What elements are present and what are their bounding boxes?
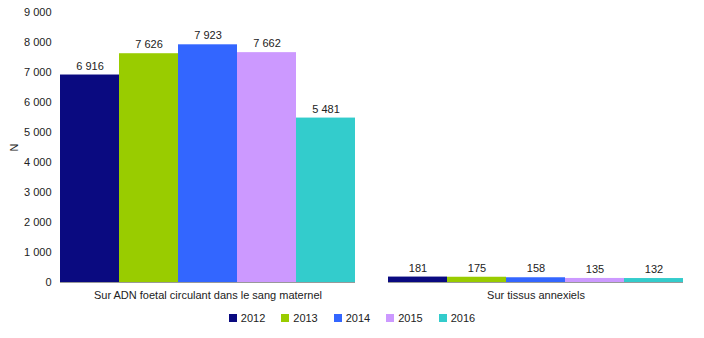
svg-text:9 000: 9 000 bbox=[24, 6, 52, 18]
html-text:2014: 2014 bbox=[345, 312, 371, 324]
html-text:2015: 2015 bbox=[398, 312, 423, 324]
svg-text:Sur tissus annexiels: Sur tissus annexiels bbox=[487, 289, 585, 301]
svg-text:2 000: 2 000 bbox=[24, 216, 52, 228]
svg-text:0: 0 bbox=[45, 276, 51, 288]
svg-text:8 000: 8 000 bbox=[24, 36, 52, 48]
svg-text:6 916: 6 916 bbox=[76, 60, 104, 72]
svg-text:7 626: 7 626 bbox=[135, 38, 163, 50]
svg-text:7 662: 7 662 bbox=[253, 37, 281, 49]
svg-text:Sur ADN foetal circulant dans: Sur ADN foetal circulant dans le sang ma… bbox=[94, 289, 322, 301]
svg-text:7 923: 7 923 bbox=[194, 29, 222, 41]
svg-text:175: 175 bbox=[468, 262, 486, 274]
svg-text:5 000: 5 000 bbox=[24, 126, 52, 138]
svg-text:3 000: 3 000 bbox=[24, 186, 52, 198]
svg-text:4 000: 4 000 bbox=[24, 156, 52, 168]
svg-text:N: N bbox=[8, 143, 20, 151]
html-text:2012: 2012 bbox=[240, 312, 266, 324]
svg-text:5 481: 5 481 bbox=[312, 103, 340, 115]
svg-text:132: 132 bbox=[645, 263, 663, 275]
svg-text:1 000: 1 000 bbox=[24, 246, 52, 258]
svg-text:181: 181 bbox=[409, 262, 427, 274]
svg-text:7 000: 7 000 bbox=[24, 66, 52, 78]
svg-text:135: 135 bbox=[586, 263, 604, 275]
svg-text:158: 158 bbox=[527, 262, 545, 274]
html-text:2016: 2016 bbox=[450, 312, 476, 324]
html-text:2013: 2013 bbox=[293, 312, 318, 324]
svg-text:6 000: 6 000 bbox=[24, 96, 52, 108]
